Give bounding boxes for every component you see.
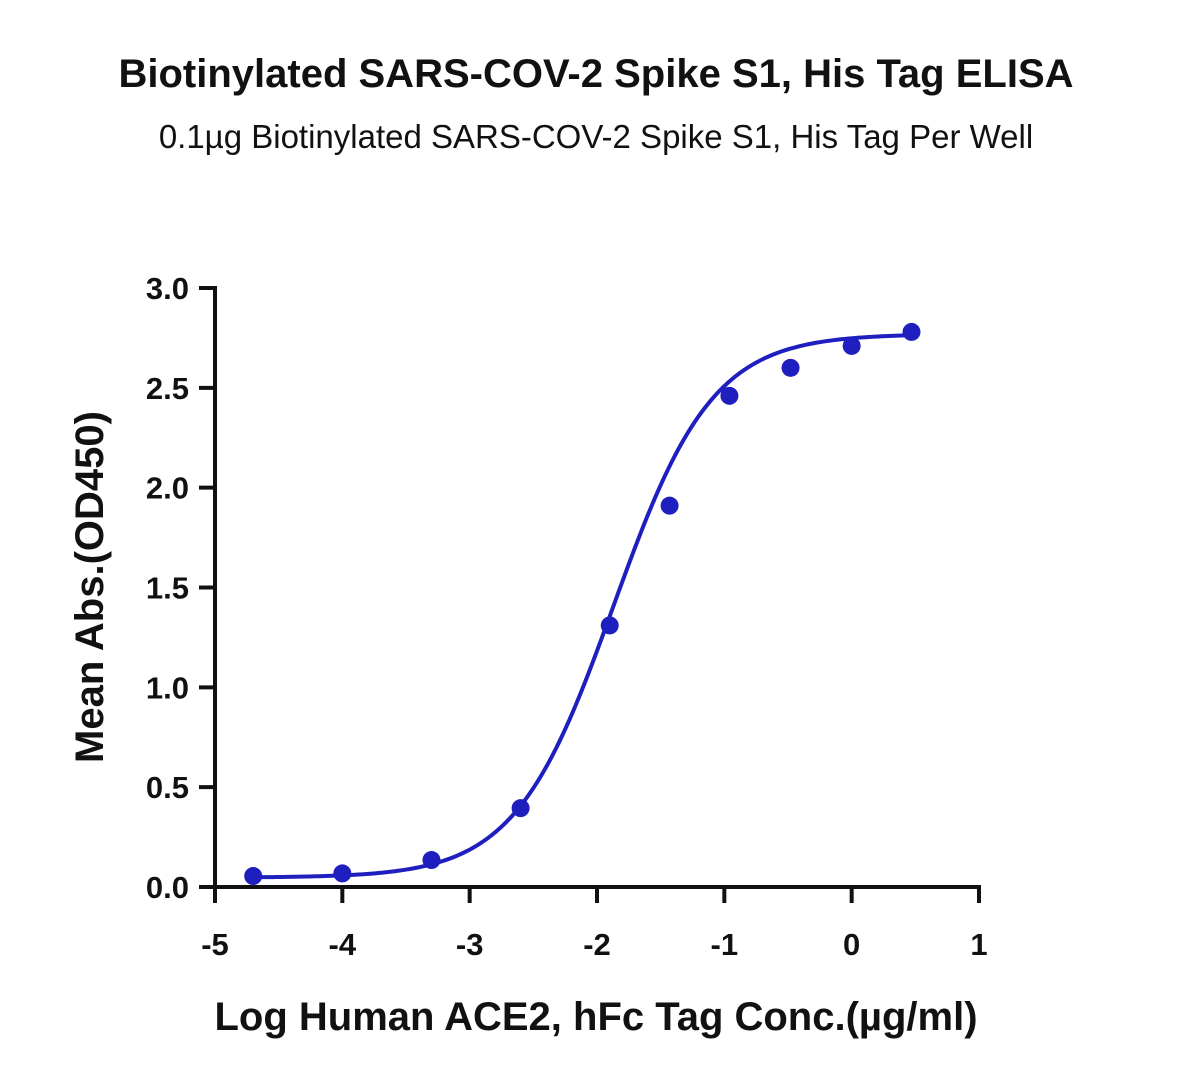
data-point [902, 322, 921, 341]
data-point [422, 851, 441, 870]
x-tick-label: -1 [711, 927, 739, 962]
data-point [244, 867, 263, 886]
x-tick-label: 0 [843, 927, 860, 962]
x-tick-label: -3 [456, 927, 484, 962]
x-tick-label: 1 [970, 927, 987, 962]
x-tick-label: -4 [329, 927, 357, 962]
data-point [842, 336, 861, 355]
chart-subtitle: 0.1µg Biotinylated SARS-COV-2 Spike S1, … [158, 118, 1034, 155]
x-axis-title: Log Human ACE2, hFc Tag Conc.(µg/ml) [214, 995, 977, 1039]
data-point [600, 616, 619, 635]
data-point [511, 799, 530, 818]
x-tick-label: -2 [583, 927, 611, 962]
x-tick-label: -5 [201, 927, 229, 962]
axes-group [199, 286, 981, 903]
fit-curve-group [253, 333, 912, 880]
data-point [720, 386, 739, 405]
data-point [333, 864, 352, 883]
tick-labels-group: 0.0 0.5 1.0 1.5 2.0 2.5 3.0 -5 -4 -3 -2 -1 0 1 [146, 271, 988, 962]
y-tick-label: 0.0 [146, 870, 189, 905]
data-point [781, 358, 800, 377]
data-point [660, 496, 679, 515]
y-axis-title: Mean Abs.(OD450) [68, 411, 112, 763]
y-tick-label: 0.5 [146, 770, 189, 805]
chart-title: Biotinylated SARS-COV-2 Spike S1, His Ta… [118, 52, 1074, 96]
y-tick-label: 2.0 [146, 471, 189, 506]
y-tick-label: 2.5 [146, 371, 189, 406]
fit-curve-line [253, 333, 912, 880]
data-points-group [244, 322, 921, 886]
y-tick-label: 1.5 [146, 571, 189, 606]
y-tick-label: 1.0 [146, 670, 189, 705]
y-tick-label: 3.0 [146, 271, 189, 306]
